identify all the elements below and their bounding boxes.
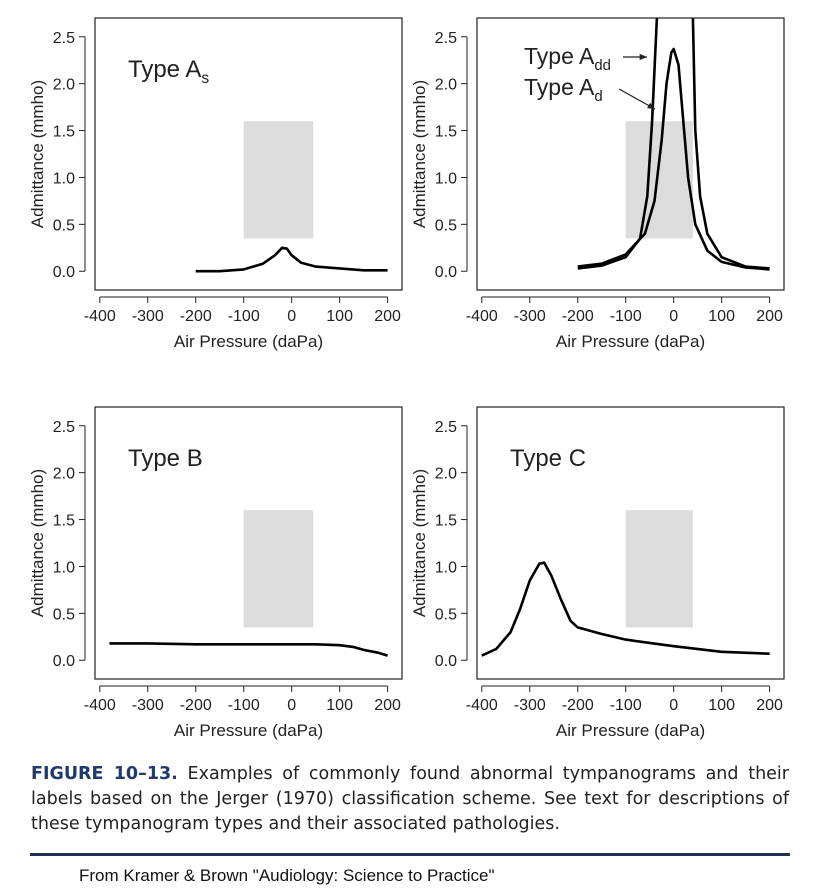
x-axis-label: Air Pressure (daPa) (556, 721, 705, 740)
y-axis-label: Admittance (mmho) (28, 469, 47, 617)
x-tick-label: -400 (466, 308, 498, 325)
x-axis-label: Air Pressure (daPa) (174, 721, 323, 740)
plot-frame (94, 17, 403, 291)
x-tick-label: -200 (562, 697, 594, 714)
x-tick-label: -300 (132, 697, 164, 714)
series-label: Type Add (524, 43, 611, 74)
x-tick-label: -100 (610, 308, 642, 325)
series-line (195, 246, 388, 273)
panel: 0.0 0.5 1.0 1.5 2.0 2.5 -400 -300 -200 -100 0 100 20… (410, 406, 785, 740)
series-line (481, 561, 770, 657)
y-axis-label: Admittance (mmho) (410, 469, 429, 617)
x-tick-label: 200 (756, 308, 783, 325)
x-tick-label: 0 (669, 308, 678, 325)
x-tick-label: 100 (326, 697, 353, 714)
y-tick-label: 1.0 (53, 559, 75, 576)
x-tick-label: -100 (228, 308, 260, 325)
caption-text: Examples of commonly found abnormal tymp… (31, 764, 789, 834)
series-label-main: Type A (524, 43, 595, 69)
x-tick-label: -400 (84, 697, 116, 714)
y-tick-label: 1.0 (435, 559, 457, 576)
panel-label-main: Type C (510, 445, 586, 472)
x-tick-label: 100 (708, 308, 735, 325)
figure: 0.0 0.5 1.0 1.5 2.0 2.5 -400 -300 -200 -100 0 100 20… (28, 17, 785, 740)
y-tick-label: 2.5 (53, 30, 75, 47)
x-axis-label: Air Pressure (daPa) (174, 332, 323, 351)
normal-region (243, 510, 314, 628)
x-axis-label: Air Pressure (daPa) (556, 332, 705, 351)
x-tick-label: 200 (374, 697, 401, 714)
arrow-head (647, 102, 655, 109)
panel: 0.0 0.5 1.0 1.5 2.0 2.5 -400 -300 -200 -100 0 100 20… (28, 17, 403, 351)
y-tick-label: 2.5 (53, 419, 75, 436)
y-tick-label: 1.5 (435, 513, 457, 530)
x-tick-label: -100 (610, 697, 642, 714)
panel-label-main: Type B (128, 445, 203, 472)
x-tick-label: 0 (669, 697, 678, 714)
x-tick-label: -200 (180, 308, 212, 325)
series-label-main: Type A (524, 74, 595, 100)
y-axis-label: Admittance (mmho) (28, 80, 47, 228)
y-tick-label: 1.5 (435, 124, 457, 141)
x-tick-label: 0 (287, 697, 296, 714)
x-tick-label: 200 (756, 697, 783, 714)
x-tick-label: 100 (708, 697, 735, 714)
source: From Kramer & Brown "Audiology: Science … (79, 866, 495, 885)
y-tick-label: 2.5 (435, 419, 457, 436)
x-tick-label: 0 (287, 308, 296, 325)
x-tick-label: -200 (562, 308, 594, 325)
plot-frame (476, 406, 785, 680)
x-tick-label: -300 (132, 308, 164, 325)
x-tick-label: -200 (180, 697, 212, 714)
arrow-head (639, 53, 647, 61)
y-tick-label: 1.5 (53, 124, 75, 141)
x-tick-label: -400 (466, 697, 498, 714)
panel-label: Type B (128, 445, 203, 472)
y-tick-label: 0.0 (435, 264, 457, 281)
panel-label: Type C (510, 445, 586, 472)
y-tick-label: 2.5 (435, 30, 457, 47)
series-label-sub: d (594, 88, 602, 105)
y-tick-label: 0.5 (435, 606, 457, 623)
y-tick-label: 1.0 (53, 170, 75, 187)
x-tick-label: 200 (374, 308, 401, 325)
plot-frame (476, 17, 785, 291)
y-tick-label: 2.0 (435, 466, 457, 483)
normal-region (625, 121, 693, 239)
caption-label: FIGURE 10–13. (31, 764, 178, 784)
y-tick-label: 0.5 (53, 606, 75, 623)
normal-region (243, 121, 314, 239)
plot-frame (94, 406, 403, 680)
y-tick-label: 2.0 (53, 466, 75, 483)
panel: 0.0 0.5 1.0 1.5 2.0 2.5 -400 -300 -200 -100 0 100 20… (28, 406, 403, 740)
y-tick-label: 0.5 (53, 217, 75, 234)
y-tick-label: 0.0 (53, 264, 75, 281)
x-tick-label: -400 (84, 308, 116, 325)
series-line (109, 642, 388, 657)
x-tick-label: -300 (514, 697, 546, 714)
y-tick-label: 0.0 (435, 653, 457, 670)
y-tick-label: 1.0 (435, 170, 457, 187)
y-tick-label: 0.5 (435, 217, 457, 234)
panel-label: Type As (128, 56, 209, 87)
y-tick-label: 2.0 (435, 77, 457, 94)
series-label-sub: dd (594, 57, 611, 74)
x-tick-label: -100 (228, 697, 260, 714)
panel-label-main: Type A (128, 56, 201, 83)
y-axis-label: Admittance (mmho) (410, 80, 429, 228)
panel-label-sub: s (201, 70, 209, 87)
caption: FIGURE 10–13. Examples of commonly found… (31, 762, 789, 837)
y-tick-label: 2.0 (53, 77, 75, 94)
series-line (577, 47, 770, 271)
y-tick-label: 1.5 (53, 513, 75, 530)
rule (30, 853, 790, 856)
panel: 0.0 0.5 1.0 1.5 2.0 2.5 -400 -300 -200 -100 0 100 20… (410, 17, 785, 351)
x-tick-label: 100 (326, 308, 353, 325)
series-label: Type Ad (524, 74, 603, 105)
normal-region (625, 510, 693, 628)
y-tick-label: 0.0 (53, 653, 75, 670)
x-tick-label: -300 (514, 308, 546, 325)
